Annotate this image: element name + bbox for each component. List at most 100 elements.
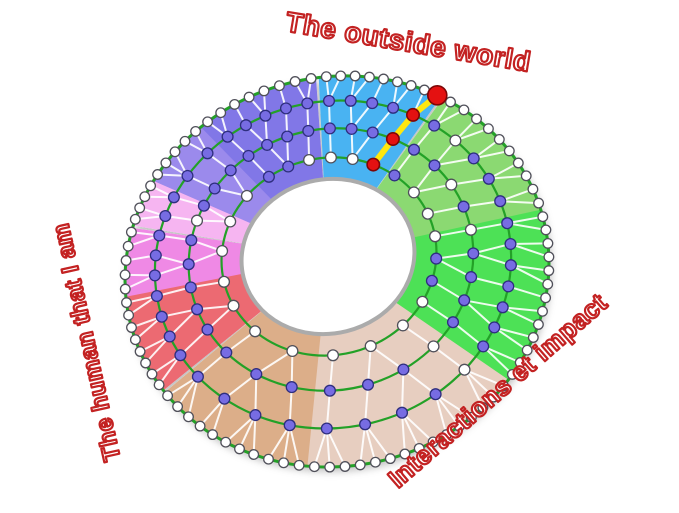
node-green-r1-11[interactable] — [514, 357, 526, 368]
node-tan-r2-1[interactable] — [249, 409, 262, 422]
node-light-pink-r4-0[interactable] — [224, 215, 237, 228]
node-light-tan-r2-2[interactable] — [395, 406, 409, 419]
node-tan-r1-4[interactable] — [234, 443, 245, 455]
node-light-pink-r3-0[interactable] — [190, 214, 204, 227]
node-light-pink-r1-3[interactable] — [145, 180, 157, 192]
node-blue-purple-r4-1[interactable] — [282, 160, 295, 173]
node-light-green-r1-9[interactable] — [533, 197, 545, 209]
node-blue-purple-r1-4[interactable] — [258, 85, 270, 97]
node-light-green-r3-0[interactable] — [407, 143, 421, 156]
node-red-r4-1[interactable] — [217, 275, 231, 288]
node-red-r2-1[interactable] — [163, 330, 176, 343]
node-light-purple-r3-0[interactable] — [208, 182, 221, 195]
node-green-r1-9[interactable] — [527, 332, 539, 343]
node-blue-purple-r3-3[interactable] — [302, 124, 315, 137]
node-blue-purple-r2-1[interactable] — [239, 119, 252, 132]
node-green-r1-1[interactable] — [540, 224, 552, 236]
node-light-tan-r1-13[interactable] — [324, 461, 336, 473]
node-green-r4-1[interactable] — [430, 252, 443, 265]
node-red-r2-3[interactable] — [150, 289, 163, 303]
node-light-pink-r3-1[interactable] — [197, 199, 210, 212]
node-green-r4-0[interactable] — [429, 230, 442, 243]
node-red-r1-5[interactable] — [126, 322, 137, 333]
node-tan-r1-5[interactable] — [220, 436, 232, 448]
node-green-r4-2[interactable] — [425, 274, 438, 287]
node-tan-r2-2[interactable] — [218, 392, 231, 405]
node-magenta-pink-r2-0[interactable] — [148, 269, 161, 282]
node-light-tan-r1-7[interactable] — [413, 442, 425, 454]
node-magenta-pink-r2-2[interactable] — [153, 229, 166, 242]
node-green-r2-0[interactable] — [501, 217, 514, 230]
node-light-green-r1-7[interactable] — [520, 170, 532, 182]
node-green-r4-3[interactable] — [416, 295, 429, 308]
node-light-tan-r1-8[interactable] — [399, 448, 411, 460]
node-light-tan-r4-2[interactable] — [326, 349, 340, 362]
node-green-r1-12[interactable] — [506, 368, 518, 380]
node-red-r3-2[interactable] — [184, 281, 197, 294]
node-green-r1-4[interactable] — [543, 265, 555, 277]
node-light-purple-r1-0[interactable] — [152, 169, 164, 180]
node-tan-r1-6[interactable] — [207, 429, 219, 441]
node-light-purple-r1-1[interactable] — [160, 157, 172, 169]
node-green-r2-6[interactable] — [477, 340, 490, 353]
node-light-tan-r1-4[interactable] — [453, 420, 465, 432]
node-light-purple-r2-1[interactable] — [201, 147, 214, 160]
node-blue-purple-r3-1[interactable] — [261, 138, 274, 151]
node-green-r3-4[interactable] — [446, 316, 460, 329]
node-red-r1-4[interactable] — [129, 334, 141, 346]
node-blue-r3-1[interactable] — [345, 122, 358, 135]
node-red-r1-3[interactable] — [134, 346, 146, 357]
node-red-r1-7[interactable] — [121, 297, 132, 309]
node-blue-r2-1[interactable] — [344, 94, 357, 107]
node-blue-purple-r1-0[interactable] — [202, 116, 214, 128]
node-blue-purple-r3-2[interactable] — [281, 130, 294, 143]
node-magenta-pink-r1-1[interactable] — [119, 269, 131, 281]
node-blue-r1-3[interactable] — [363, 71, 375, 83]
node-red-r1-2[interactable] — [140, 357, 152, 369]
node-green-r1-3[interactable] — [543, 251, 555, 263]
node-tan-r3-0[interactable] — [285, 381, 298, 394]
node-light-green-r2-1[interactable] — [449, 134, 462, 147]
node-red-r1-6[interactable] — [123, 309, 135, 321]
node-tan-r3-2[interactable] — [220, 346, 233, 359]
node-blue-purple-r1-7[interactable] — [305, 73, 317, 84]
node-light-purple-r1-3[interactable] — [179, 135, 191, 147]
node-red-r2-2[interactable] — [155, 310, 168, 323]
node-magenta-pink-r1-2[interactable] — [120, 255, 132, 266]
node-light-pink-r1-0[interactable] — [129, 213, 141, 225]
node-magenta-pink-r1-0[interactable] — [119, 283, 131, 295]
node-light-tan-r1-3[interactable] — [465, 411, 477, 423]
node-light-green-r2-4[interactable] — [494, 195, 507, 208]
node-green-r2-5[interactable] — [488, 321, 501, 334]
highlight-node-r1[interactable] — [426, 85, 448, 106]
node-light-pink-r1-2[interactable] — [139, 191, 151, 203]
node-tan-r1-7[interactable] — [194, 420, 206, 432]
node-light-tan-r1-5[interactable] — [441, 429, 452, 441]
node-magenta-pink-r3-1[interactable] — [185, 234, 198, 247]
node-light-purple-r1-4[interactable] — [190, 125, 202, 137]
node-light-tan-r2-0[interactable] — [458, 363, 471, 376]
node-light-pink-r2-1[interactable] — [167, 191, 180, 204]
node-green-r2-1[interactable] — [504, 237, 517, 251]
node-blue-purple-r1-3[interactable] — [243, 91, 255, 103]
node-blue-r4-1[interactable] — [346, 152, 359, 166]
node-light-green-r4-1[interactable] — [407, 186, 420, 199]
node-blue-r3-0[interactable] — [323, 122, 336, 135]
node-red-r4-0[interactable] — [227, 299, 240, 312]
node-light-tan-r4-0[interactable] — [396, 319, 409, 332]
highlight-node-r4[interactable] — [366, 157, 381, 172]
node-tan-r4-0[interactable] — [286, 344, 299, 358]
node-blue-r2-3[interactable] — [387, 101, 400, 114]
node-light-green-r4-2[interactable] — [421, 207, 434, 220]
node-magenta-pink-r1-3[interactable] — [122, 240, 134, 252]
node-light-green-r2-0[interactable] — [428, 119, 441, 132]
node-light-tan-r2-4[interactable] — [320, 422, 333, 435]
node-green-r1-8[interactable] — [532, 319, 544, 330]
node-red-r1-1[interactable] — [146, 368, 158, 380]
node-light-tan-r1-10[interactable] — [369, 456, 381, 468]
node-light-tan-r1-2[interactable] — [477, 402, 489, 413]
node-tan-r3-1[interactable] — [250, 368, 263, 381]
node-light-purple-r4-0[interactable] — [240, 189, 253, 202]
node-green-r3-0[interactable] — [464, 223, 477, 236]
node-light-green-r2-2[interactable] — [467, 152, 480, 165]
